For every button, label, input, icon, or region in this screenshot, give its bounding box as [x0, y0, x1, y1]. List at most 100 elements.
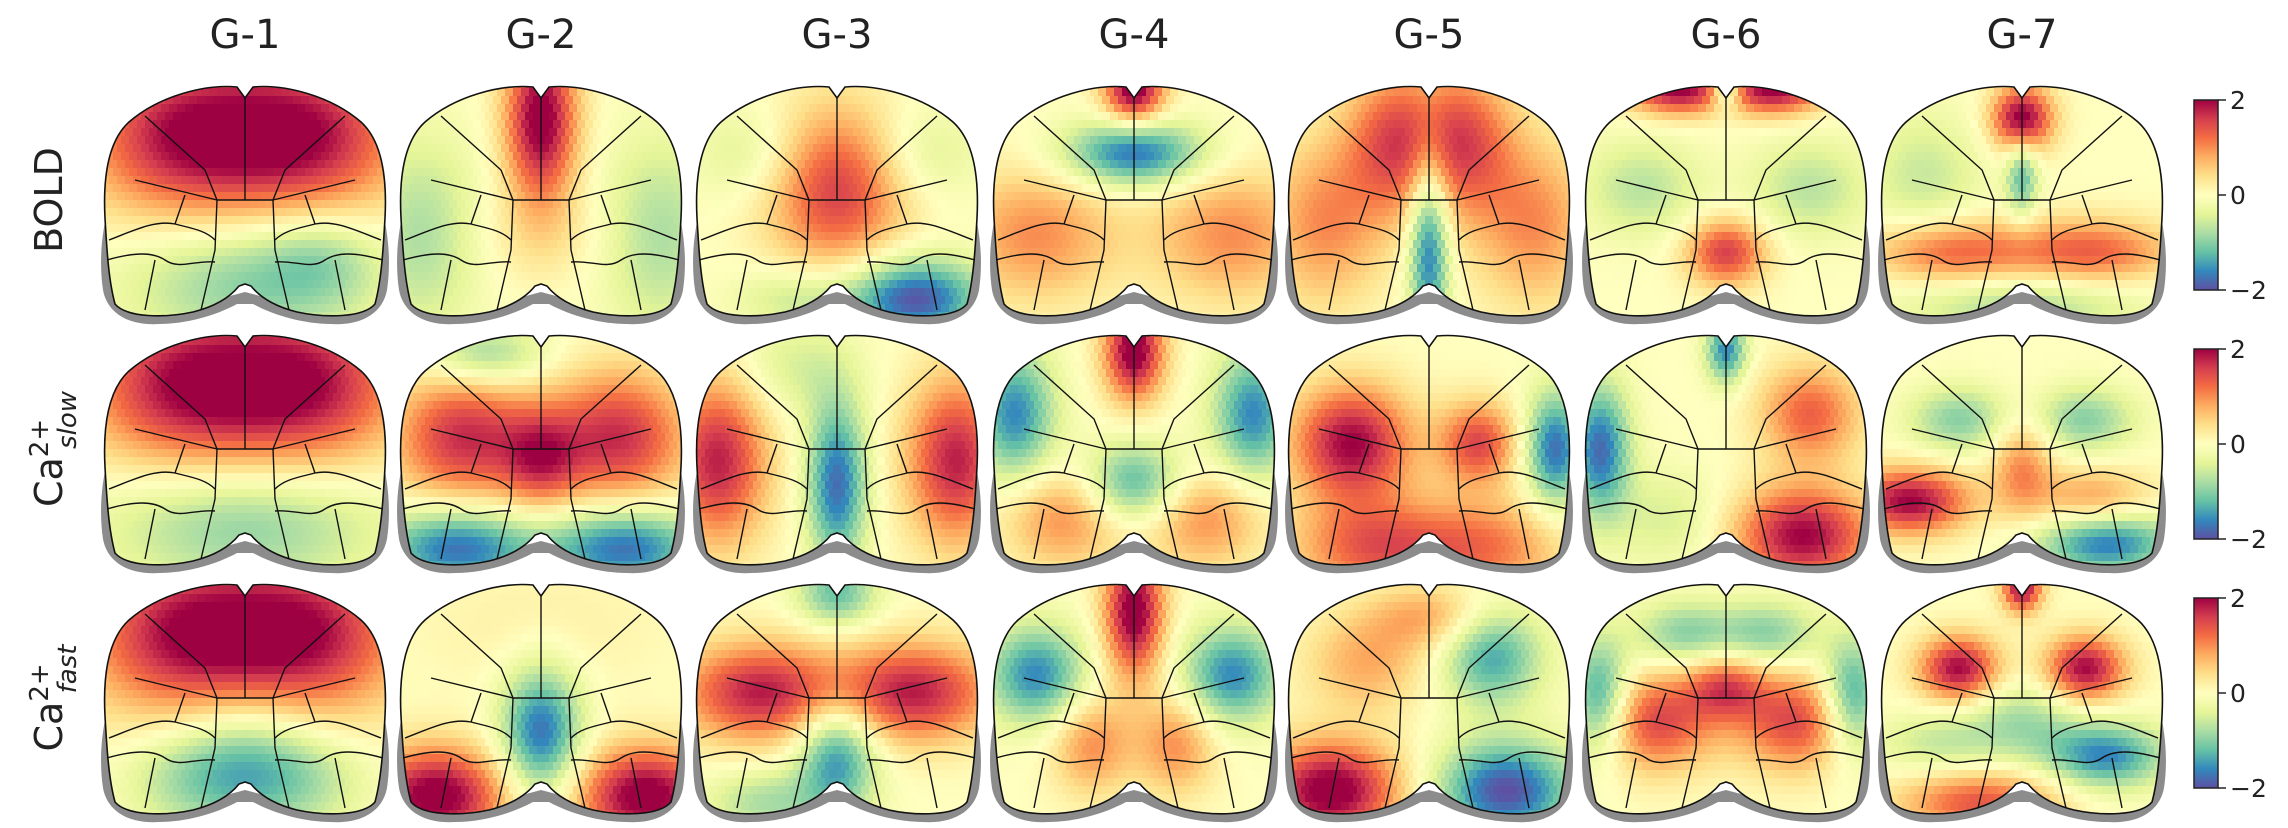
brain-map-r3-c1	[101, 583, 389, 823]
brain-outline	[1287, 583, 1571, 815]
brain-outline	[1584, 583, 1868, 815]
brain-outline	[1880, 583, 2164, 815]
brain-outline	[1584, 334, 1868, 566]
column-title-7: G-7	[1987, 12, 2058, 58]
brain-map-r1-c1	[101, 85, 389, 325]
area-boundaries	[698, 347, 976, 560]
area-boundaries	[1587, 347, 1865, 560]
area-boundaries	[106, 98, 384, 311]
brain-outline	[695, 583, 979, 815]
colorbar-tick-label: 2	[2230, 86, 2246, 115]
brain-outline	[103, 85, 387, 317]
activation-heatmap	[400, 584, 682, 814]
brain-map-r3-c7	[1878, 583, 2166, 823]
brain-map-r3-c5	[1285, 583, 1573, 823]
brain-map-r1-c4	[990, 85, 1278, 325]
brain-map-r2-c7	[1878, 334, 2166, 574]
activation-heatmap	[1585, 584, 1867, 814]
activation-heatmap	[1585, 86, 1867, 316]
colorbar-tick-label: 0	[2230, 181, 2246, 210]
brain-outline	[1287, 334, 1571, 566]
area-boundaries	[995, 596, 1273, 809]
activation-heatmap	[1881, 86, 2163, 316]
brain-outline	[1880, 85, 2164, 317]
area-boundaries	[106, 596, 384, 809]
area-boundaries	[402, 347, 680, 560]
area-boundaries	[1290, 347, 1568, 560]
brain-outline	[103, 334, 387, 566]
brain-outline	[1287, 85, 1571, 317]
area-boundaries	[402, 596, 680, 809]
brain-outline	[399, 334, 683, 566]
area-boundaries	[698, 98, 976, 311]
colorbar-tick-label: 2	[2230, 584, 2246, 613]
brain-outline	[695, 334, 979, 566]
brain-outline	[1584, 85, 1868, 317]
column-title-1: G-1	[210, 12, 281, 58]
area-boundaries	[1883, 98, 2161, 311]
row-title-1: BOLD	[27, 147, 71, 253]
brain-outline	[1880, 334, 2164, 566]
row-title-2: Ca2+slow	[25, 390, 83, 507]
colorbar-tick-label: −2	[2230, 774, 2267, 803]
brain-outline	[992, 85, 1276, 317]
column-title-3: G-3	[802, 12, 873, 58]
column-title-5: G-5	[1394, 12, 1465, 58]
column-title-4: G-4	[1099, 12, 1170, 58]
brain-outline	[695, 85, 979, 317]
brain-map-grid	[101, 85, 2166, 823]
area-boundaries	[995, 347, 1273, 560]
colorbar-tick-label: 0	[2230, 679, 2246, 708]
column-title-6: G-6	[1691, 12, 1762, 58]
colorbar-gradient	[2193, 348, 2219, 540]
row-title-3: Ca2+fast	[25, 644, 83, 752]
colorbar-3: 2 0 −2	[2193, 584, 2267, 803]
area-boundaries	[1290, 596, 1568, 809]
colorbar-gradient	[2193, 99, 2219, 291]
brain-map-r1-c6	[1582, 85, 1870, 325]
brain-outline	[399, 583, 683, 815]
brain-map-r1-c3	[693, 85, 981, 325]
area-boundaries	[1290, 98, 1568, 311]
colorbar-1: 2 0 −2	[2193, 86, 2267, 305]
area-boundaries	[1883, 347, 2161, 560]
brain-map-r2-c5	[1285, 334, 1573, 574]
brain-map-r1-c7	[1878, 85, 2166, 325]
colorbar-tick-label: 0	[2230, 430, 2246, 459]
colorbar-2: 2 0 −2	[2193, 335, 2267, 554]
brain-map-r2-c4	[990, 334, 1278, 574]
svg-text:Ca2+fast: Ca2+fast	[25, 644, 83, 752]
area-boundaries	[1587, 98, 1865, 311]
row-titles: BOLD Ca2+slow Ca2+fast	[25, 147, 83, 751]
brain-map-r2-c6	[1582, 334, 1870, 574]
brain-map-r3-c6	[1582, 583, 1870, 823]
area-boundaries	[1587, 596, 1865, 809]
area-boundaries	[1883, 596, 2161, 809]
brain-outline	[399, 85, 683, 317]
colorbar-gradient	[2193, 597, 2219, 789]
brain-map-r3-c2	[397, 583, 685, 823]
area-boundaries	[698, 596, 976, 809]
colorbar-tick-label: 2	[2230, 335, 2246, 364]
activation-heatmap	[993, 86, 1275, 316]
brain-map-r1-c2	[397, 85, 685, 325]
colorbars: 2 0 −2 2 0 −2 2 0 −2	[2193, 86, 2267, 803]
brain-map-r2-c1	[101, 334, 389, 574]
area-boundaries	[402, 98, 680, 311]
colorbar-tick-label: −2	[2230, 276, 2267, 305]
area-boundaries	[995, 98, 1273, 311]
brain-outline	[992, 583, 1276, 815]
brain-map-r1-c5	[1285, 85, 1573, 325]
activation-heatmap	[1288, 335, 1570, 565]
colorbar-tick-label: −2	[2230, 525, 2267, 554]
brain-map-r3-c4	[990, 583, 1278, 823]
brain-map-r2-c3	[693, 334, 981, 574]
brain-map-r2-c2	[397, 334, 685, 574]
brain-outline	[103, 583, 387, 815]
brain-outline	[992, 334, 1276, 566]
column-titles: G-1 G-2 G-3 G-4 G-5 G-6 G-7	[210, 12, 2058, 58]
column-title-2: G-2	[506, 12, 577, 58]
brain-map-r3-c3	[693, 583, 981, 823]
svg-text:Ca2+slow: Ca2+slow	[25, 390, 83, 507]
